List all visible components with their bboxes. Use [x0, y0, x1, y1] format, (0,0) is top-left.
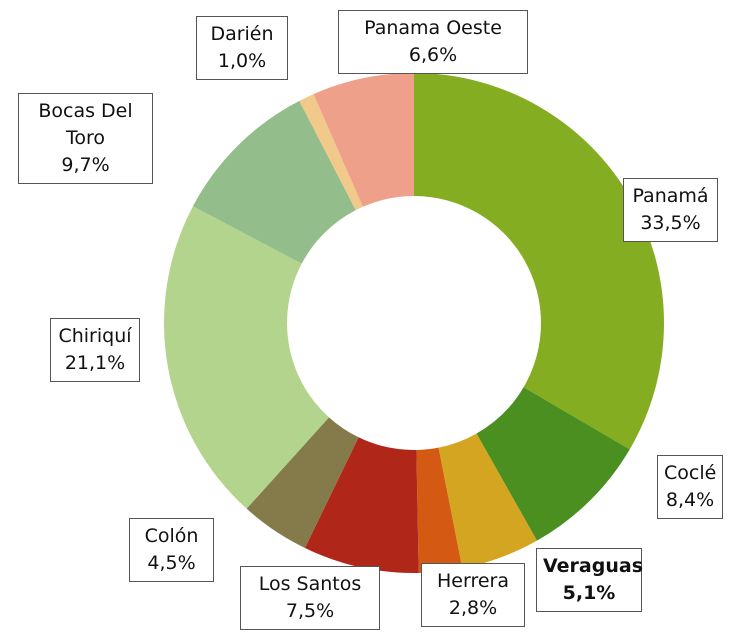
category-label: Chiriquí [58, 325, 132, 347]
category-label: Colón [144, 525, 199, 547]
donut-slice [304, 437, 419, 573]
category-label: Los Santos [258, 573, 362, 595]
value-label: 2,8% [448, 597, 498, 619]
donut-slice [246, 417, 359, 548]
value-label: 21,1% [64, 352, 126, 374]
category-label: Panamá [632, 185, 709, 207]
value-label: 5,1% [562, 582, 616, 604]
data-label: Chiriquí 21,1% [50, 318, 140, 382]
category-label: Panama Oeste [364, 17, 502, 39]
data-label: Colón 4,5% [129, 518, 214, 582]
category-label: Bocas Del Toro [38, 100, 133, 149]
data-label: Panama Oeste 6,6% [338, 10, 528, 74]
donut-slice [163, 206, 329, 509]
value-label: 4,5% [147, 552, 196, 574]
value-label: 1,0% [217, 50, 267, 72]
category-label: Herrera [437, 570, 509, 592]
donut-slice [299, 94, 363, 211]
donut-slice [438, 433, 537, 569]
category-label: Darién [210, 23, 274, 45]
category-label: Coclé [664, 462, 717, 484]
data-label: Panamá 33,5% [623, 178, 718, 242]
data-label: Bocas Del Toro 9,7% [18, 93, 153, 184]
category-label: Veraguas [543, 555, 644, 577]
donut-slice [192, 100, 356, 264]
value-label: 9,7% [61, 154, 110, 176]
data-label: Darién 1,0% [196, 16, 288, 80]
data-label: Los Santos 7,5% [240, 566, 380, 630]
donut-slice [414, 73, 665, 450]
donut-slice [416, 447, 463, 573]
value-label: 33,5% [640, 212, 701, 234]
data-label: Veraguas 5,1% [536, 548, 644, 612]
donut-slice [476, 387, 630, 541]
data-label: Coclé 8,4% [657, 455, 723, 519]
value-label: 7,5% [285, 600, 335, 622]
value-label: 6,6% [408, 44, 458, 66]
donut-slice [313, 73, 414, 207]
data-label: Herrera 2,8% [421, 563, 525, 627]
value-label: 8,4% [665, 489, 715, 511]
